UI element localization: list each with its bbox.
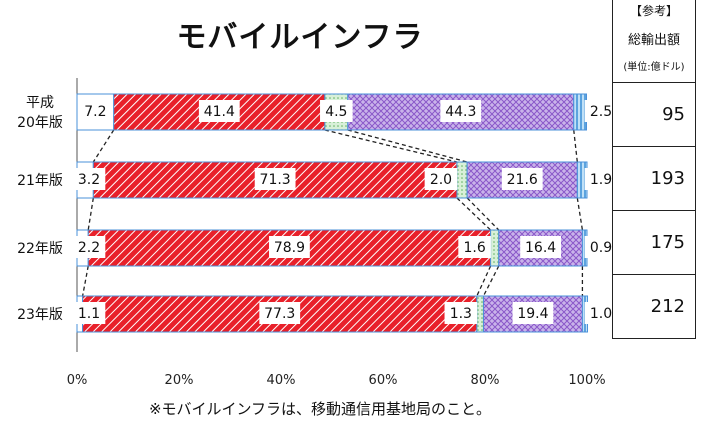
data-label: 1.6: [458, 236, 491, 258]
export-value-cell: 95: [612, 83, 696, 147]
x-tick-label: 60%: [369, 373, 398, 388]
data-label: 4.5: [320, 100, 353, 122]
connector-line: [324, 129, 458, 163]
data-label: 1.1: [72, 302, 106, 324]
label-layer: 平成 20年版 21年版 22年版 23年版 7.2 41.4 4.5 44.3 2.5 3.2 71…: [17, 95, 618, 324]
export-value-cell: 212: [612, 275, 696, 339]
bar-layer: [76, 93, 589, 333]
connector-line: [482, 265, 500, 297]
data-label: 44.3: [440, 100, 482, 122]
x-tick-label: 40%: [267, 373, 296, 388]
data-label: 7.2: [79, 100, 112, 122]
reference-label: 【参考】: [629, 4, 678, 18]
svg-text:41.4: 41.4: [204, 104, 235, 120]
connector-lines: [81, 129, 584, 297]
connector-line: [347, 129, 468, 163]
svg-text:71.3: 71.3: [260, 172, 291, 188]
x-tick-label: 80%: [471, 373, 500, 388]
footnote: ※モバイルインフラは、移動通信用基地局のこと。: [148, 400, 492, 418]
chart-title: モバイルインフラ: [176, 20, 424, 55]
connector-line: [466, 197, 500, 231]
svg-text:1.3: 1.3: [450, 306, 472, 322]
data-label: 21.6: [501, 168, 543, 190]
data-label: 71.3: [254, 168, 296, 190]
total-export-label: 総輸出額: [627, 33, 680, 48]
bar-segment: [490, 229, 500, 267]
data-label: 1.3: [444, 302, 478, 324]
reference-table-header: 【参考】 総輸出額 (単位:億ドル): [612, 0, 696, 83]
bar-segment: [476, 295, 484, 333]
svg-text:1.1: 1.1: [78, 306, 100, 322]
svg-text:21.6: 21.6: [507, 172, 538, 188]
data-label: 78.9: [269, 236, 310, 258]
data-label: 2.2: [72, 236, 106, 258]
bar-segment: [573, 93, 587, 131]
data-label: 1.9: [584, 168, 618, 190]
category-label: 23年版: [17, 307, 63, 323]
svg-text:78.9: 78.9: [274, 240, 305, 256]
data-label: 0.9: [584, 236, 618, 258]
svg-text:4.5: 4.5: [325, 104, 347, 120]
svg-text:77.3: 77.3: [264, 306, 295, 322]
connector-line: [87, 197, 94, 231]
data-label: 2.0: [424, 168, 458, 190]
data-label: 19.4: [512, 302, 554, 324]
data-label: 41.4: [198, 100, 240, 122]
data-label: 77.3: [259, 302, 301, 324]
connector-line: [573, 129, 578, 163]
x-tick-label: 20%: [165, 373, 194, 388]
bar-segment: [456, 161, 468, 199]
connector-line: [92, 129, 115, 163]
data-label: 2.5: [584, 100, 618, 122]
data-label: 1.0: [584, 302, 618, 324]
svg-text:2.2: 2.2: [78, 240, 100, 256]
data-label: 3.2: [72, 168, 106, 190]
svg-text:16.4: 16.4: [525, 240, 556, 256]
svg-text:2.0: 2.0: [430, 172, 452, 188]
svg-text:7.2: 7.2: [84, 104, 106, 120]
svg-text:0.9: 0.9: [590, 240, 612, 256]
unit-label: (単位:億ドル): [623, 62, 685, 73]
category-label: 22年版: [17, 241, 63, 257]
export-value-cell: 193: [612, 147, 696, 211]
svg-text:3.2: 3.2: [78, 172, 100, 188]
connector-line: [81, 265, 89, 297]
svg-text:44.3: 44.3: [445, 104, 476, 120]
export-value-cell: 175: [612, 211, 696, 275]
category-label: 20年版: [17, 115, 63, 131]
category-label: 21年版: [17, 173, 63, 189]
svg-text:2.5: 2.5: [590, 104, 612, 120]
x-tick-label: 100%: [568, 373, 605, 388]
connector-line: [476, 265, 492, 297]
reference-export-table: 【参考】 総輸出額 (単位:億ドル) 95 193 175 212: [612, 0, 696, 350]
axis-layer: 0% 20% 40% 60% 80% 100%: [67, 78, 606, 388]
x-tick-label: 0%: [67, 373, 88, 388]
svg-text:1.6: 1.6: [463, 240, 485, 256]
data-label: 16.4: [520, 236, 561, 258]
connector-line: [576, 197, 584, 231]
svg-text:19.4: 19.4: [517, 306, 548, 322]
category-label: 平成: [26, 95, 54, 111]
svg-text:1.0: 1.0: [590, 306, 612, 322]
svg-text:1.9: 1.9: [590, 172, 612, 188]
connector-line: [456, 197, 492, 231]
